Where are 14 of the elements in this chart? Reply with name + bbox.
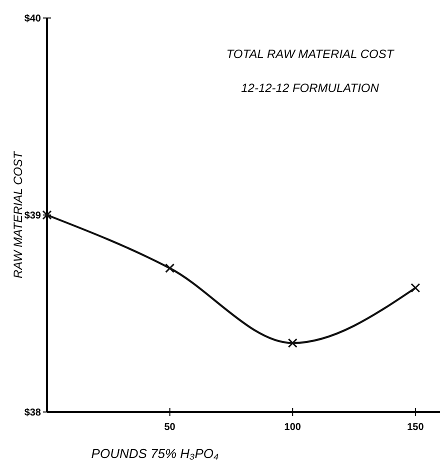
y-tick-label: $38 [24, 408, 42, 418]
x-axis-title: POUNDS 75% H₃PO₄ [91, 446, 219, 461]
text: TOTAL RAW MATERIAL COST [226, 47, 396, 61]
x-tick-label: 50 [164, 422, 176, 433]
y-tick-label: $39 [24, 210, 42, 222]
x-tick-label: 100 [284, 422, 302, 433]
point [288, 338, 298, 348]
y-axis-title: RAW MATERIAL COST [11, 150, 25, 278]
text: 12-12-12 FORMULATION [241, 81, 380, 95]
point [410, 283, 420, 293]
point [165, 263, 175, 273]
y-tick-label: $40 [24, 14, 42, 24]
point [42, 210, 52, 220]
x-tick-label: 150 [407, 422, 424, 433]
